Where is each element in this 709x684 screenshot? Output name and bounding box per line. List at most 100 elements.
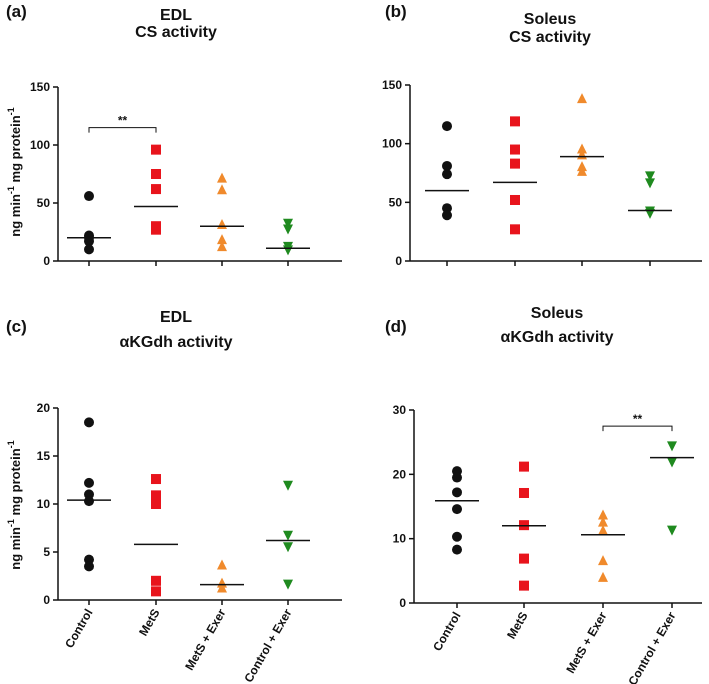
- x-category-label: MetS: [504, 610, 530, 642]
- data-point: [151, 575, 161, 586]
- data-point: [283, 480, 293, 491]
- significance-label: **: [633, 412, 643, 426]
- data-point: [151, 474, 161, 485]
- y-tick-label: 100: [382, 137, 402, 151]
- data-point: [645, 208, 655, 219]
- data-point: [452, 531, 462, 542]
- data-point: [519, 487, 529, 498]
- data-point: [283, 224, 293, 235]
- series-mets: [134, 474, 178, 597]
- chart-title-line-1: EDL: [160, 309, 192, 326]
- x-category-label: MetS + Exer: [182, 606, 228, 672]
- data-point: [283, 245, 293, 256]
- series-mets: [134, 144, 178, 235]
- data-point: [283, 530, 293, 541]
- data-point: [598, 524, 608, 535]
- y-tick-label: 0: [395, 254, 402, 268]
- y-tick-label: 20: [37, 401, 51, 415]
- data-point: [84, 236, 94, 247]
- series-control: [67, 417, 111, 572]
- chart-title-line-2: αKGdh activity: [120, 334, 233, 351]
- x-category-label: Control: [62, 607, 95, 651]
- x-category-label: Control + Exer: [625, 609, 678, 684]
- chart-title-line-1: EDL: [160, 7, 192, 24]
- data-point: [217, 184, 227, 195]
- series-control-exer: [266, 480, 310, 590]
- data-point: [667, 441, 677, 452]
- data-point: [452, 544, 462, 555]
- data-point: [442, 121, 452, 132]
- data-point: [510, 116, 520, 127]
- y-tick-label: 15: [37, 449, 51, 463]
- data-point: [510, 224, 520, 235]
- data-point: [217, 559, 227, 570]
- data-point: [84, 561, 94, 572]
- y-tick-label: 0: [43, 593, 50, 607]
- y-tick-label: 150: [30, 80, 50, 94]
- data-point: [217, 219, 227, 230]
- data-point: [667, 457, 677, 468]
- data-point: [510, 194, 520, 205]
- chart-title-line-2: CS activity: [509, 29, 591, 46]
- data-point: [84, 244, 94, 255]
- data-point: [452, 487, 462, 498]
- chart-title-line-2: αKGdh activity: [501, 329, 614, 346]
- data-point: [577, 93, 587, 104]
- panel-label: (c): [6, 317, 27, 336]
- data-point: [217, 241, 227, 252]
- data-point: [283, 542, 293, 553]
- series-mets-exer: [560, 93, 604, 176]
- y-tick-label: 10: [37, 497, 51, 511]
- y-tick-label: 20: [393, 467, 407, 481]
- series-control: [67, 191, 111, 255]
- data-point: [645, 178, 655, 189]
- data-point: [151, 224, 161, 235]
- data-point: [510, 144, 520, 155]
- panel-label: (d): [385, 317, 407, 336]
- y-tick-label: 10: [393, 532, 407, 546]
- data-point: [217, 234, 227, 245]
- chart-title-line-2: CS activity: [135, 24, 217, 41]
- data-point: [519, 553, 529, 564]
- data-point: [151, 169, 161, 179]
- data-point: [577, 165, 587, 176]
- data-point: [84, 496, 94, 507]
- series-mets-exer: [200, 172, 244, 252]
- panel-d: (d) Soleus αKGdh activity 0 10 20 30 Control Met…: [385, 305, 702, 684]
- panel-label: (b): [385, 2, 407, 21]
- data-point: [510, 158, 520, 169]
- y-axis-label: ng min-1 mg protein-1: [6, 440, 23, 569]
- y-tick-label: 150: [382, 78, 402, 92]
- data-point: [84, 417, 94, 428]
- data-point: [519, 461, 529, 472]
- data-point: [151, 184, 161, 195]
- data-point: [442, 169, 452, 180]
- data-point: [598, 516, 608, 527]
- panel-label: (a): [6, 2, 27, 21]
- significance-label: **: [118, 114, 128, 128]
- series-control: [435, 466, 479, 555]
- data-point: [283, 579, 293, 590]
- data-point: [151, 490, 161, 501]
- data-point: [598, 571, 608, 582]
- data-point: [519, 580, 529, 591]
- series-control-exer: [266, 218, 310, 256]
- y-tick-label: 0: [399, 596, 406, 610]
- data-point: [217, 172, 227, 183]
- data-point: [577, 143, 587, 154]
- data-point: [84, 477, 94, 488]
- data-point: [151, 586, 161, 597]
- y-tick-label: 100: [30, 138, 50, 152]
- data-point: [598, 555, 608, 566]
- y-tick-label: 5: [43, 545, 50, 559]
- y-tick-label: 0: [43, 254, 50, 268]
- panel-c: (c) EDL αKGdh activity 0 5 10 15 20 Control MetS M…: [6, 309, 342, 684]
- data-point: [283, 218, 293, 229]
- data-point: [442, 210, 452, 221]
- y-tick-label: 50: [37, 196, 51, 210]
- chart-title-line-1: Soleus: [524, 11, 577, 28]
- x-category-label: MetS: [136, 607, 162, 639]
- x-category-label: Control + Exer: [241, 606, 294, 684]
- data-point: [598, 509, 608, 520]
